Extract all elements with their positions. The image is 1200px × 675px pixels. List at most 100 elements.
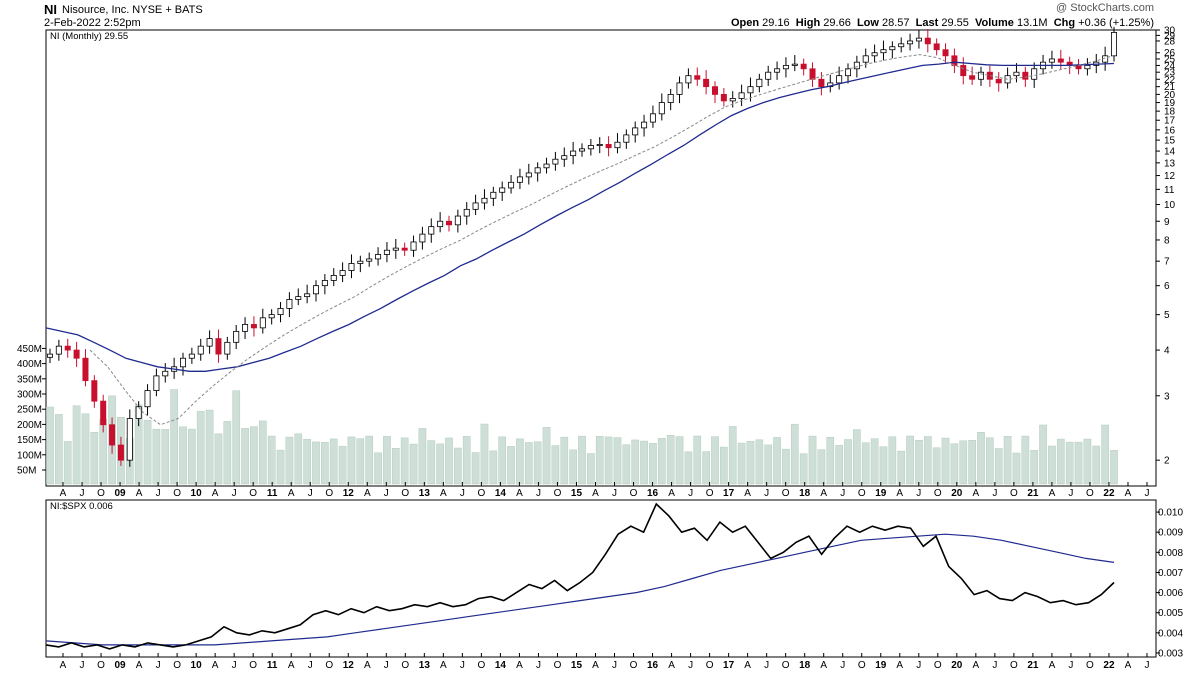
time-tick-label: 14 — [495, 488, 507, 499]
volume-bar — [312, 441, 320, 485]
time-tick-label: A — [668, 660, 675, 671]
candle-body — [312, 285, 319, 295]
time-tick-label: O — [1086, 660, 1094, 671]
time-tick-label: 10 — [191, 488, 203, 499]
candle-body — [747, 86, 754, 94]
time-tick-label: A — [60, 488, 67, 499]
price-tick-label: 16 — [1164, 125, 1176, 136]
volume-bar — [977, 432, 985, 485]
volume-tick-label: 50M — [17, 466, 36, 477]
company-name: Nisource, Inc. NYSE + BATS — [62, 4, 203, 16]
ratio-tick-label: 0.009 — [1158, 528, 1183, 539]
volume-bar — [55, 414, 63, 485]
time-tick-label: 21 — [1027, 660, 1039, 671]
ratio-line — [45, 502, 1115, 650]
time-tick-label: A — [60, 660, 67, 671]
volume-bar — [906, 435, 914, 485]
price-tick-label: 17 — [1164, 116, 1176, 127]
candle-body — [845, 68, 852, 77]
price-tick-label: 8 — [1164, 235, 1170, 246]
volume-bar — [205, 409, 214, 485]
volume-axis: 50M 100M 150M 200M 250M 300M 350M 400M 450M — [17, 344, 46, 477]
chart-datetime: 2-Feb-2022 2:52pm — [44, 17, 141, 29]
candle-body — [570, 150, 577, 157]
time-tick-label: J — [1068, 660, 1073, 671]
time-tick-label: O — [1086, 488, 1094, 499]
candle-body — [525, 172, 532, 178]
candle-body — [649, 113, 656, 123]
volume-bar — [941, 437, 950, 485]
time-tick-label: J — [1145, 660, 1150, 671]
candle-body — [268, 314, 275, 319]
candle-body — [782, 65, 789, 70]
volume-bar — [649, 443, 657, 485]
time-tick-label: A — [288, 660, 295, 671]
volume-bar — [356, 438, 365, 485]
volume-bar — [950, 443, 959, 485]
time-tick-label: 16 — [647, 488, 659, 499]
chg-value: +0.36 (+1.25%) — [1078, 17, 1154, 29]
candle-body — [490, 191, 497, 199]
time-tick-label: O — [401, 660, 409, 671]
time-tick-label: J — [232, 488, 237, 499]
price-tick-label: 4 — [1164, 346, 1170, 357]
candle-body — [969, 75, 976, 80]
candle-body — [978, 71, 985, 80]
candle-body — [64, 345, 71, 351]
time-tick-label: O — [477, 660, 485, 671]
volume-bar — [587, 453, 595, 485]
volume-bar — [276, 449, 285, 485]
time-tick-label: A — [820, 660, 827, 671]
time-tick-label: A — [1125, 488, 1132, 499]
time-tick-label: J — [992, 660, 997, 671]
time-tick-label: 19 — [875, 488, 887, 499]
time-tick-label: J — [612, 660, 617, 671]
candle-body — [419, 233, 426, 243]
time-tick-label: A — [288, 488, 295, 499]
candle-body — [907, 40, 914, 45]
time-tick-label: J — [80, 488, 85, 499]
time-tick-label: 15 — [571, 660, 583, 671]
candle-body — [791, 63, 798, 66]
high-label: High — [795, 17, 821, 29]
time-tick-label: 17 — [723, 488, 735, 499]
time-tick-label: A — [1125, 660, 1132, 671]
volume-bar — [427, 440, 436, 485]
candle-body — [880, 49, 887, 54]
candle-body — [924, 37, 931, 45]
price-tick-label: 11 — [1164, 185, 1175, 196]
volume-bar — [923, 436, 932, 485]
time-tick-label: A — [136, 488, 143, 499]
time-tick-label: A — [516, 488, 523, 499]
volume-bar — [223, 421, 232, 485]
time-tick-label: O — [1010, 660, 1018, 671]
time-tick-label: O — [782, 660, 790, 671]
time-tick-label: J — [916, 488, 921, 499]
volume-bar — [471, 452, 480, 485]
volume-bar — [454, 447, 462, 485]
time-tick-label: 13 — [419, 488, 431, 499]
volume-tick-label: 250M — [17, 405, 42, 416]
candle-body — [765, 71, 772, 80]
candle-body — [277, 307, 284, 316]
candle-body — [720, 94, 727, 102]
volume-bar — [790, 423, 799, 485]
volume-bar — [932, 447, 941, 485]
volume-bar — [365, 435, 374, 485]
candlesticks — [47, 26, 1118, 467]
candle-body — [339, 270, 346, 276]
time-tick-label: O — [401, 488, 409, 499]
volume-bar — [1056, 438, 1065, 485]
volume-bar — [1083, 438, 1092, 485]
time-tick-label: A — [1049, 488, 1056, 499]
candle-body — [871, 52, 878, 57]
stockcharts-watermark[interactable]: @ StockCharts.com — [1056, 2, 1154, 14]
volume-bar — [383, 436, 391, 485]
volume-tick-label: 100M — [17, 450, 42, 461]
price-tick-label: 6 — [1164, 281, 1170, 292]
volume-bar — [666, 435, 675, 485]
volume-bar — [321, 442, 329, 485]
volume-bar — [347, 436, 356, 485]
time-tick-label: O — [630, 660, 638, 671]
